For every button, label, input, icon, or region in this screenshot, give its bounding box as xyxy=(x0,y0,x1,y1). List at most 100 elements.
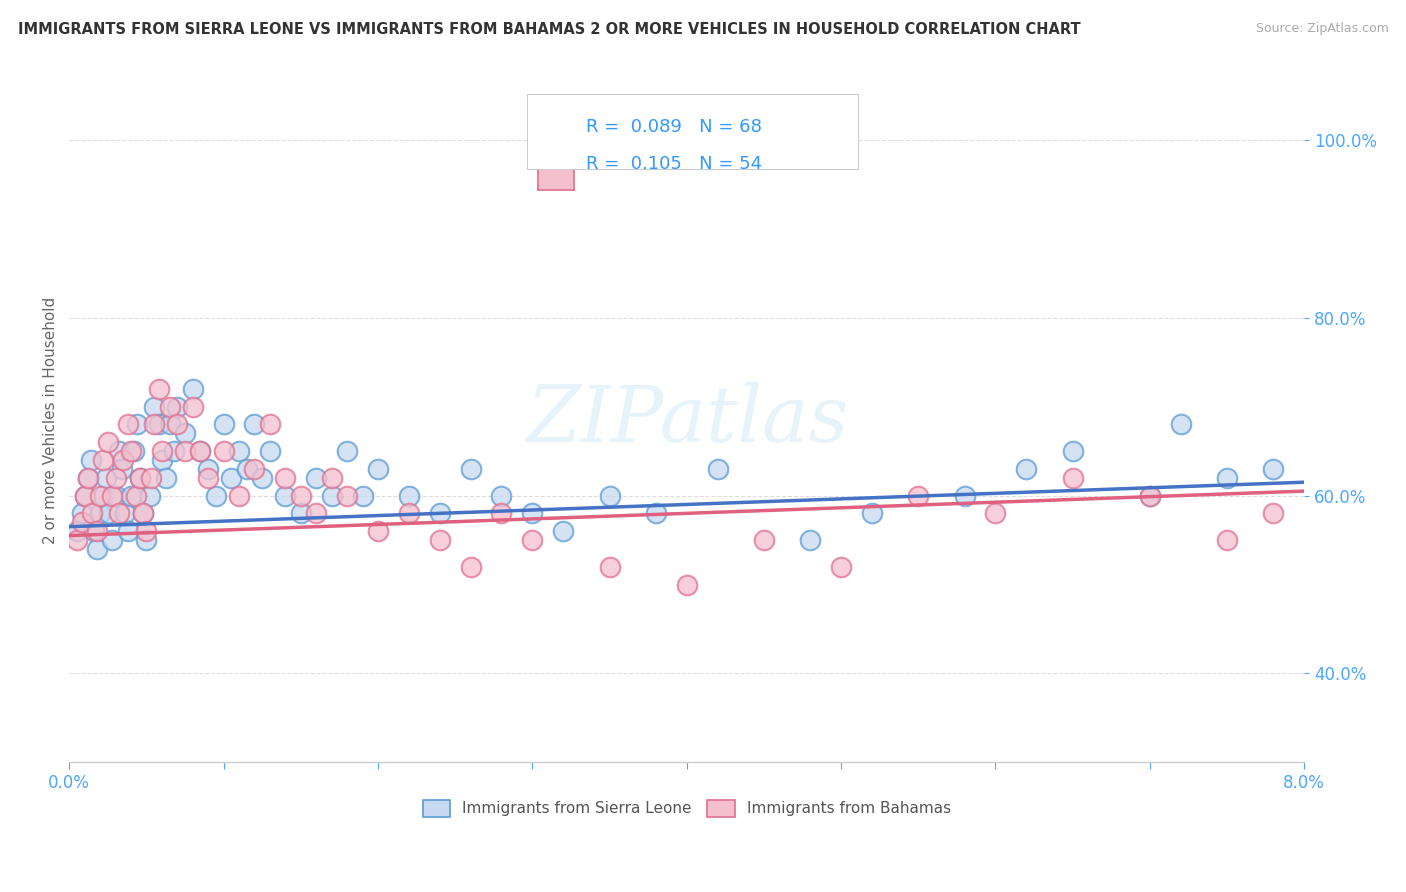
Point xyxy=(155,471,177,485)
Point xyxy=(104,471,127,485)
Point xyxy=(107,506,129,520)
Point xyxy=(120,444,142,458)
Point xyxy=(135,524,157,538)
Point xyxy=(336,444,359,458)
Point xyxy=(76,471,98,485)
Point xyxy=(181,400,204,414)
Point xyxy=(491,506,513,520)
Point xyxy=(80,453,103,467)
Point xyxy=(1170,417,1192,432)
Point xyxy=(250,471,273,485)
Point xyxy=(104,489,127,503)
Point xyxy=(259,444,281,458)
Point xyxy=(1062,471,1084,485)
Point xyxy=(143,417,166,432)
Point xyxy=(159,400,181,414)
Point xyxy=(460,559,482,574)
Point xyxy=(367,462,389,476)
Point xyxy=(143,400,166,414)
Point xyxy=(70,515,93,529)
Point xyxy=(1216,471,1239,485)
Point xyxy=(599,559,621,574)
Point xyxy=(1263,506,1285,520)
Point xyxy=(1062,444,1084,458)
Point xyxy=(644,506,666,520)
Point xyxy=(290,489,312,503)
Point xyxy=(1139,489,1161,503)
Point xyxy=(91,489,114,503)
Point xyxy=(212,417,235,432)
Point xyxy=(221,471,243,485)
Point xyxy=(799,533,821,547)
Point xyxy=(321,489,343,503)
Point xyxy=(86,541,108,556)
Point xyxy=(429,533,451,547)
Point xyxy=(243,417,266,432)
Point xyxy=(228,444,250,458)
Point xyxy=(1015,462,1038,476)
Point xyxy=(259,417,281,432)
Point xyxy=(82,506,104,520)
Point xyxy=(174,426,197,441)
Point xyxy=(132,506,155,520)
Text: R =  0.105   N = 54: R = 0.105 N = 54 xyxy=(586,155,762,173)
Point xyxy=(305,506,328,520)
Point xyxy=(101,489,124,503)
Point xyxy=(111,462,134,476)
Point xyxy=(96,471,118,485)
Point xyxy=(522,506,544,520)
Point xyxy=(953,489,976,503)
Point xyxy=(398,489,420,503)
Point xyxy=(190,444,212,458)
Point xyxy=(181,382,204,396)
Point xyxy=(83,524,105,538)
Point xyxy=(150,444,173,458)
Point xyxy=(212,444,235,458)
Point xyxy=(336,489,359,503)
Point xyxy=(228,489,250,503)
Point xyxy=(127,417,149,432)
Point xyxy=(114,506,136,520)
Point xyxy=(367,524,389,538)
Point xyxy=(129,471,152,485)
Point xyxy=(138,489,160,503)
Point xyxy=(73,489,96,503)
Point xyxy=(984,506,1007,520)
Point xyxy=(1263,462,1285,476)
Point xyxy=(236,462,259,476)
Point xyxy=(907,489,929,503)
Point xyxy=(752,533,775,547)
Point xyxy=(122,444,145,458)
Legend: Immigrants from Sierra Leone, Immigrants from Bahamas: Immigrants from Sierra Leone, Immigrants… xyxy=(416,793,957,823)
Point xyxy=(129,471,152,485)
Point xyxy=(197,462,219,476)
Point xyxy=(98,506,121,520)
Text: R =  0.089   N = 68: R = 0.089 N = 68 xyxy=(586,118,762,136)
Point xyxy=(112,453,135,467)
Point xyxy=(274,471,297,485)
Point xyxy=(148,382,170,396)
Point xyxy=(159,417,181,432)
Point xyxy=(86,524,108,538)
Point xyxy=(76,471,98,485)
Point xyxy=(1139,489,1161,503)
Point xyxy=(321,471,343,485)
Point xyxy=(148,417,170,432)
Point xyxy=(91,453,114,467)
Point xyxy=(89,506,111,520)
Point xyxy=(66,533,89,547)
Point xyxy=(706,462,728,476)
Point xyxy=(166,400,188,414)
Point xyxy=(117,524,139,538)
Point xyxy=(107,444,129,458)
Point xyxy=(135,533,157,547)
Point xyxy=(599,489,621,503)
Text: IMMIGRANTS FROM SIERRA LEONE VS IMMIGRANTS FROM BAHAMAS 2 OR MORE VEHICLES IN HO: IMMIGRANTS FROM SIERRA LEONE VS IMMIGRAN… xyxy=(18,22,1081,37)
Point xyxy=(190,444,212,458)
Point xyxy=(1216,533,1239,547)
Point xyxy=(675,577,697,591)
Point xyxy=(429,506,451,520)
Point xyxy=(124,489,146,503)
Point xyxy=(830,559,852,574)
Point xyxy=(205,489,228,503)
